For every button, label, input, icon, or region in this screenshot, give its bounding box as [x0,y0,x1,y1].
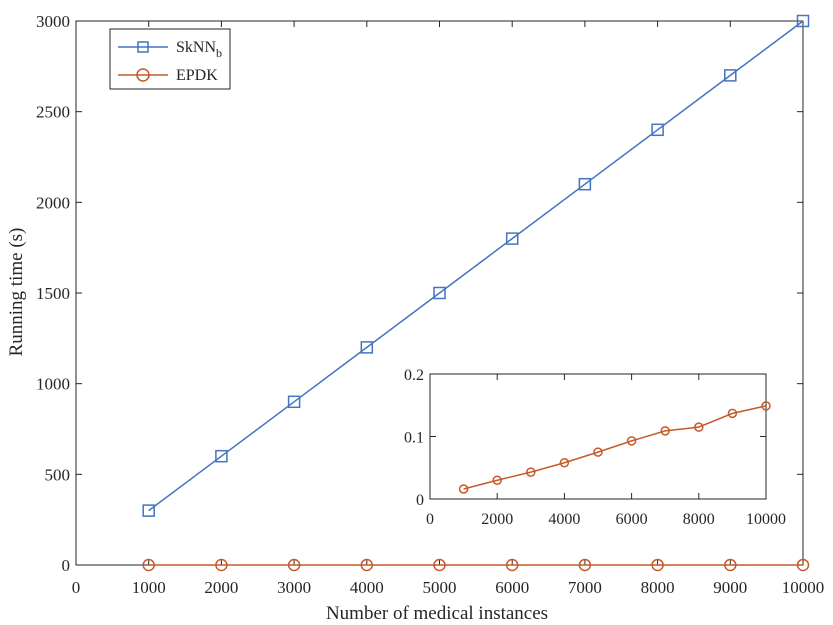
legend-box [109,28,231,90]
main-point-square [505,232,519,245]
main-point-square [796,14,810,28]
main-series [142,14,810,572]
main-y-tick-label: 0 [62,556,71,575]
main-point-square [142,504,155,517]
main-y-tick-label: 1000 [36,375,70,394]
main-series-line-sknn [148,20,804,512]
inset-point-circle [761,401,771,411]
main-x-tick-label: 8000 [641,578,675,597]
legend-marker-sknn [137,41,149,53]
inset-point-circle [660,426,670,436]
main-y-tick-label: 3000 [36,12,70,31]
main-point-circle [433,558,446,572]
main-x-tick-label: 4000 [350,578,384,597]
main-point-square [651,123,664,137]
main-point-square [433,286,446,300]
inset-y-tick-label: 0.1 [404,430,424,447]
main-point-square [724,69,737,82]
main-point-square [287,395,301,409]
legend: SkNNb EPDK [109,28,231,90]
legend-label-sknn: SkNNb [176,39,222,60]
inset-x-tick-label: 6000 [616,511,648,528]
inset-point-circle [492,475,502,485]
inset-axes: 0 2000 4000 6000 8000 10000 0 0.1 0.2 [404,367,786,528]
main-point-circle [360,558,374,572]
main-x-tick-label: 7000 [568,578,602,597]
main-point-square [360,341,374,354]
main-y-tick-label: 1500 [36,284,70,303]
inset-point-circle [694,422,704,432]
main-point-circle [796,558,810,572]
main-point-circle [505,558,519,572]
main-point-circle [287,558,301,572]
main-x-tick-label: 6000 [495,578,529,597]
inset-y-tick-label: 0 [416,492,424,509]
inset-background [430,374,766,499]
inset-x-tick-label: 0 [426,511,434,528]
legend-marker-epdk [136,68,150,82]
main-y-tick-label: 500 [45,465,71,484]
inset-series [458,401,771,494]
y-axis-label: Running time (s) [6,228,27,357]
inset-x-tick-label: 10000 [746,511,786,528]
main-point-circle [142,558,155,572]
inset-point-circle [727,408,738,419]
main-x-tick-label: 2000 [204,578,238,597]
main-x-tick-label: 3000 [277,578,311,597]
x-axis-label: Number of medical instances [326,603,548,624]
main-point-square [215,449,228,463]
inset-point-circle [458,484,469,494]
main-point-circle [578,558,592,572]
main-point-square [578,177,592,191]
inset-y-tick-label: 0.2 [404,367,424,384]
main-y-tick-label: 2500 [36,103,70,122]
inset-point-circle [593,447,603,457]
main-point-circle [651,558,664,572]
main-point-circle [724,558,737,572]
inset-point-circle [526,467,536,477]
legend-label-epdk: EPDK [176,67,218,84]
inset-chart: 0 2000 4000 6000 8000 10000 0 0.1 0.2 [404,367,786,528]
main-x-tick-label: 9000 [713,578,747,597]
inset-series-line-0 [463,405,767,490]
inset-point-circle [559,458,570,468]
main-x-tick-label: 0 [72,578,81,597]
main-y-tick-label: 2000 [36,193,70,212]
main-axes: 0 1000 2000 3000 4000 5000 6000 7000 8000 9000 100… [36,12,824,597]
main-x-tick-label: 1000 [132,578,166,597]
inset-x-tick-label: 4000 [548,511,580,528]
main-x-tick-label: 5000 [423,578,457,597]
main-point-circle [215,558,228,572]
main-x-tick-label: 10000 [782,578,825,597]
inset-point-circle [626,436,637,446]
inset-x-tick-label: 8000 [683,511,715,528]
inset-x-tick-label: 2000 [481,511,513,528]
